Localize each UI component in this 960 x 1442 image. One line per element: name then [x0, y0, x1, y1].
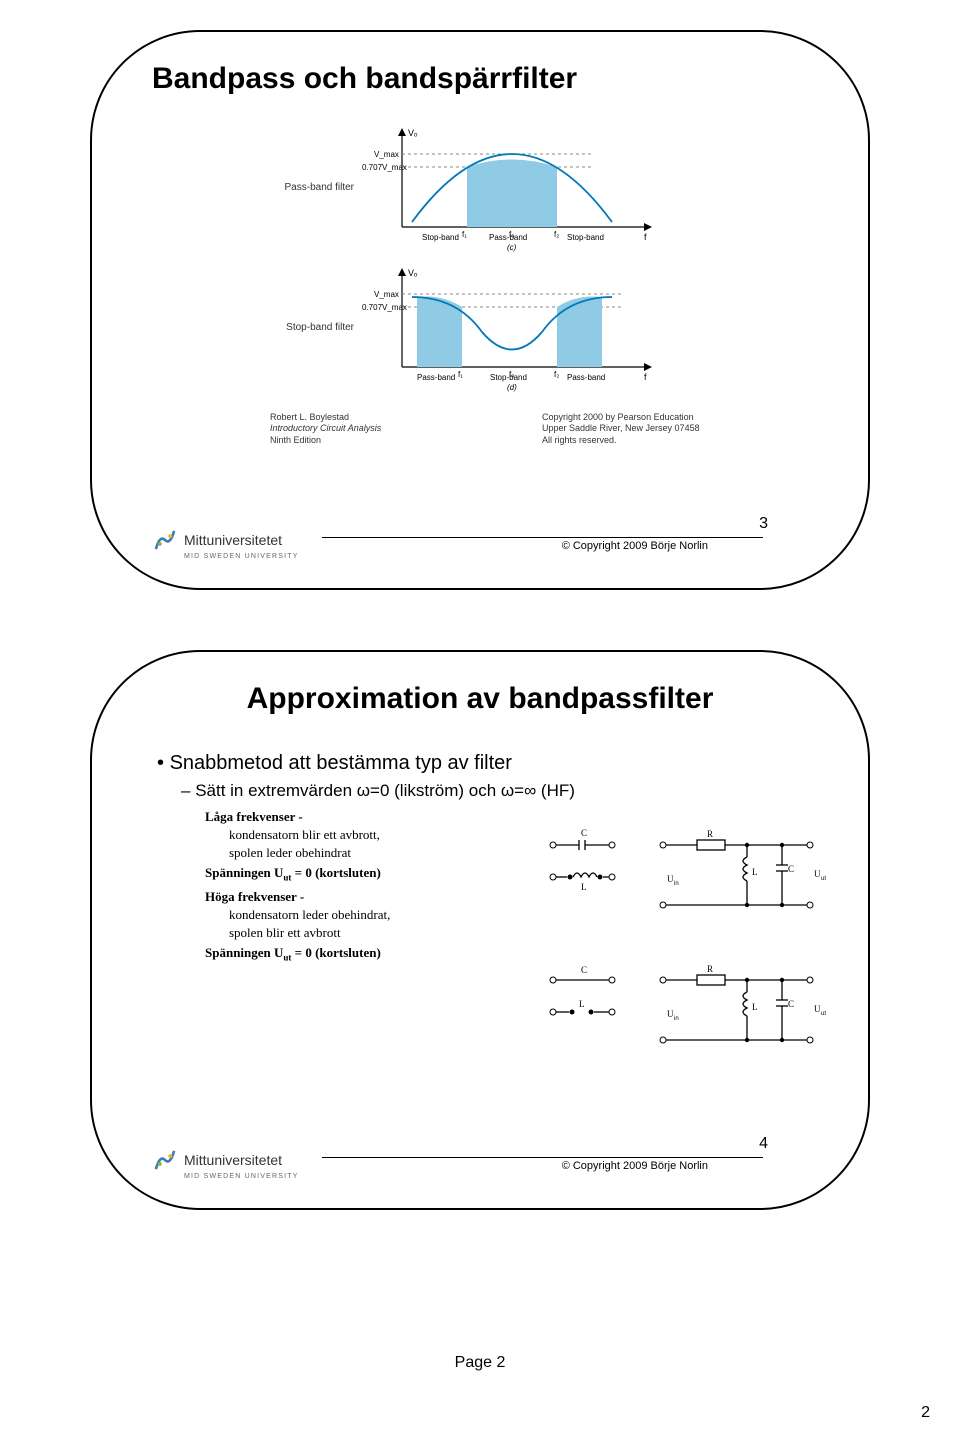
svg-text:f₁: f₁ — [462, 230, 467, 239]
svg-text:Pass-band: Pass-band — [489, 233, 527, 242]
svg-text:C: C — [581, 965, 587, 975]
svg-text:f₂: f₂ — [554, 230, 559, 239]
credit-author: Robert L. Boylestad — [270, 412, 381, 423]
circuit-row-1: C L R — [547, 827, 827, 947]
svg-text:0.707V_max: 0.707V_max — [362, 303, 407, 312]
book-credit-left: Robert L. Boylestad Introductory Circuit… — [270, 412, 381, 446]
credit-edition: Ninth Edition — [270, 435, 381, 446]
slide2-number: 4 — [759, 1135, 768, 1153]
svg-text:C: C — [581, 828, 587, 838]
bullet-lvl2: – Sätt in extremvärden ω=0 (likström) oc… — [181, 781, 577, 801]
logo-name: Mittuniversitetet — [184, 1152, 282, 1168]
high-l2: spolen blir ett avbrott — [229, 925, 577, 941]
svg-text:C: C — [788, 999, 794, 1009]
bullet1-text: Snabbmetod att bestämma typ av filter — [170, 752, 512, 774]
svg-text:C: C — [788, 864, 794, 874]
credit-cp: Copyright 2000 by Pearson Education — [542, 412, 700, 423]
book-credit-right: Copyright 2000 by Pearson Education Uppe… — [542, 412, 700, 446]
slide2-copyright: © Copyright 2009 Börje Norlin — [562, 1160, 708, 1172]
svg-text:V_max: V_max — [374, 290, 399, 299]
svg-text:Vₒ: Vₒ — [408, 268, 418, 278]
logo-name: Mittuniversitetet — [184, 532, 282, 548]
svg-text:ut: ut — [821, 876, 826, 882]
slide2-bullets: • Snabbmetod att bestämma typ av filter … — [157, 752, 577, 964]
vhalf-label: 0.707V_max — [362, 163, 407, 172]
logo-block-1: Mittuniversitetet MID SWEDEN UNIVERSITY — [152, 527, 352, 560]
slide2-title: Approximation av bandpassfilter — [152, 682, 808, 716]
svg-text:U: U — [814, 1004, 821, 1014]
low-result: Spänningen Uut = 0 (kortsluten) — [205, 865, 577, 883]
high-l1: kondensatorn leder obehindrat, — [229, 907, 577, 923]
svg-text:L: L — [579, 999, 585, 1009]
svg-text:f: f — [644, 232, 647, 242]
university-logo-icon — [152, 1147, 178, 1173]
graph2-label: Stop-band filter — [262, 322, 362, 333]
svg-text:U: U — [667, 874, 674, 884]
slide1-title: Bandpass och bandspärrfilter — [152, 62, 808, 96]
circuit-diagram-1: C L R — [547, 827, 827, 942]
slide-2: Approximation av bandpassfilter • Snabbm… — [90, 650, 870, 1210]
slide-1: Bandpass och bandspärrfilter Pass-band f… — [90, 30, 870, 590]
svg-text:Pass-band: Pass-band — [567, 373, 605, 382]
svg-text:in: in — [674, 1016, 679, 1022]
svg-text:f: f — [644, 372, 647, 382]
credit-title: Introductory Circuit Analysis — [270, 423, 381, 434]
svg-text:Stop-band: Stop-band — [490, 373, 527, 382]
logo-subtitle: MID SWEDEN UNIVERSITY — [184, 553, 352, 560]
svg-text:f₂: f₂ — [554, 370, 559, 379]
university-logo-icon — [152, 527, 178, 553]
vmax-label: V_max — [374, 150, 399, 159]
low-freq-header: Låga frekvenser - — [205, 809, 577, 825]
svg-text:R: R — [707, 829, 713, 839]
svg-text:L: L — [752, 1002, 758, 1012]
circuit-diagram-2: C L R — [547, 962, 827, 1077]
passband-curve: Vₒ V_max 0.707V_max f₁ fₒ f₂ f Stop-band — [362, 122, 662, 252]
bullet2-text: Sätt in extremvärden ω=0 (likström) och … — [195, 781, 575, 800]
y-axis-label: Vₒ — [408, 128, 418, 138]
svg-text:Stop-band: Stop-band — [567, 233, 604, 242]
svg-text:Pass-band: Pass-band — [417, 373, 455, 382]
svg-text:in: in — [674, 881, 679, 887]
slide1-copyright: © Copyright 2009 Börje Norlin — [562, 540, 708, 552]
filter-response-graphs: Pass-band filter Vₒ V_max 0.707V_max — [262, 122, 702, 402]
high-freq-header: Höga frekvenser - — [205, 889, 577, 905]
logo-subtitle: MID SWEDEN UNIVERSITY — [184, 1173, 352, 1180]
svg-text:U: U — [667, 1009, 674, 1019]
svg-text:L: L — [752, 867, 758, 877]
logo-block-2: Mittuniversitetet MID SWEDEN UNIVERSITY — [152, 1147, 352, 1180]
sheet-number: 2 — [921, 1404, 930, 1422]
svg-text:Stop-band: Stop-band — [422, 233, 459, 242]
svg-text:R: R — [707, 964, 713, 974]
svg-text:(d): (d) — [507, 383, 517, 392]
svg-text:L: L — [581, 882, 587, 892]
credit-rights: All rights reserved. — [542, 435, 700, 446]
slide1-divider — [322, 537, 763, 538]
low-l2: spolen leder obehindrat — [229, 845, 577, 861]
circuit-row-2: C L R — [547, 962, 827, 1082]
graph1-label: Pass-band filter — [262, 182, 362, 193]
svg-text:ut: ut — [821, 1011, 826, 1017]
svg-text:(c): (c) — [507, 243, 517, 252]
bullet-lvl1: • Snabbmetod att bestämma typ av filter — [157, 752, 577, 775]
svg-text:U: U — [814, 869, 821, 879]
slide1-number: 3 — [759, 515, 768, 533]
page-footer: Page 2 — [0, 1354, 960, 1372]
credit-addr: Upper Saddle River, New Jersey 07458 — [542, 423, 700, 434]
stopband-curve: Vₒ V_max 0.707V_max f₁ fₒ f₂ f Pass-band… — [362, 262, 662, 392]
svg-text:f₁: f₁ — [458, 370, 463, 379]
high-result: Spänningen Uut = 0 (kortsluten) — [205, 945, 577, 963]
slide2-divider — [322, 1157, 763, 1158]
low-l1: kondensatorn blir ett avbrott, — [229, 827, 577, 843]
